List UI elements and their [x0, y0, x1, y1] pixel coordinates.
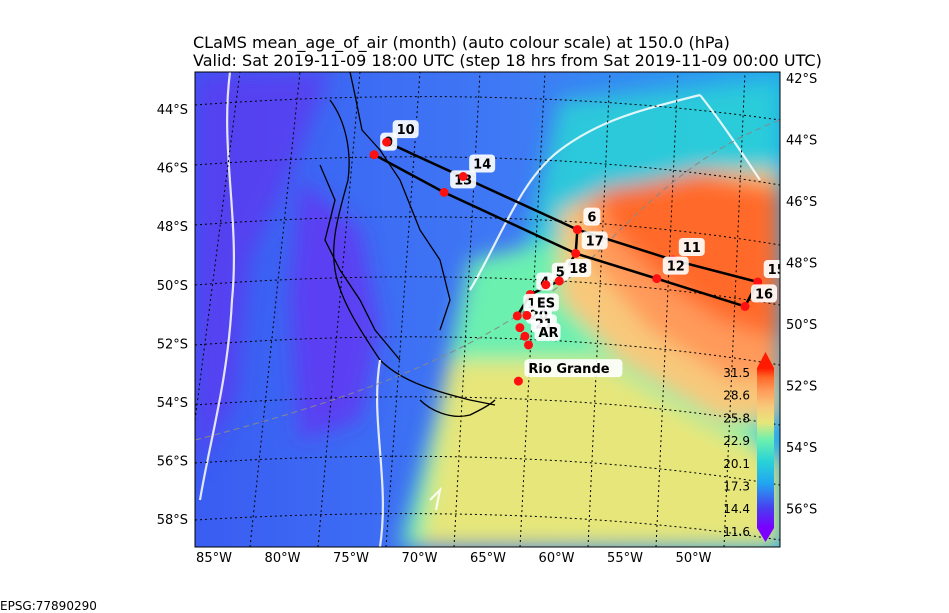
flight-point-marker — [512, 311, 522, 321]
lat-tick-label-right: 52°S — [786, 380, 817, 395]
flight-point-label-box — [678, 237, 705, 256]
lat-tick-label-left: 56°S — [157, 455, 188, 470]
contour-lines — [198, 72, 761, 547]
flight-point-label: 5 — [556, 266, 565, 281]
colorbar-label: 14.4 — [723, 502, 750, 516]
flight-point-label: 6 — [587, 211, 596, 226]
flight-point-marker — [520, 331, 530, 341]
flight-point-label-box — [583, 207, 601, 226]
lat-tick-label-left: 44°S — [157, 103, 188, 118]
flight-point-marker — [572, 225, 582, 235]
flight-point-label-box — [551, 262, 569, 281]
flight-point-marker — [753, 277, 763, 287]
airport-label: ES — [537, 296, 555, 311]
flight-point-marker — [652, 274, 662, 284]
lon-tick-label: 75°W — [333, 551, 369, 566]
chart-title-line-1: CLaMS mean_age_of_air (month) (auto colo… — [193, 33, 730, 52]
lon-tick-label: 85°W — [196, 551, 232, 566]
colorbar-label: 22.9 — [723, 434, 750, 448]
lat-tick-label-right: 42°S — [786, 72, 817, 87]
flight-point-label: 16 — [755, 287, 773, 302]
flight-point-label: 10 — [397, 123, 415, 138]
flight-point-marker — [458, 172, 468, 181]
graticule — [195, 72, 780, 547]
colorbar-bottom-arrow — [757, 528, 774, 542]
colorbar-label: 31.5 — [723, 366, 750, 380]
flight-point-label: 18 — [569, 262, 587, 277]
colorbar-label: 11.6 — [723, 525, 750, 539]
lat-tick-label-left: 58°S — [157, 513, 188, 528]
lon-tick-label: 55°W — [607, 551, 643, 566]
route-segment — [373, 153, 445, 194]
lon-tick-label: 60°W — [539, 551, 575, 566]
flight-point-label-box — [469, 154, 496, 173]
colorbar-labels: 31.5 28.6 25.8 22.9 20.1 17.3 14.4 11.6 — [723, 366, 750, 539]
latitude-ticks-left: 44°S 46°S 48°S 50°S 52°S 54°S 56°S 58°S — [157, 103, 188, 528]
colorbar-label: 28.6 — [723, 389, 750, 403]
route-segment — [386, 140, 578, 231]
airport-label: AR — [539, 326, 559, 341]
lat-tick-label-left: 52°S — [157, 337, 188, 352]
lat-tick-label-right: 50°S — [786, 318, 817, 333]
route-segment — [443, 191, 577, 255]
flight-point-marker — [740, 301, 750, 311]
lat-tick-label-left: 46°S — [157, 162, 188, 177]
longitude-ticks: 85°W 80°W 75°W 70°W 65°W 60°W 55°W 50°W — [196, 551, 712, 566]
flight-point-label-box — [581, 231, 608, 250]
lat-tick-label-right: 56°S — [786, 503, 817, 518]
colorbar: 31.5 28.6 25.8 22.9 20.1 17.3 14.4 11.6 — [723, 352, 774, 542]
lat-tick-label-left: 48°S — [157, 220, 188, 235]
flight-point-label: 12 — [667, 260, 685, 275]
coastline — [319, 72, 496, 417]
lat-tick-label-right: 44°S — [786, 134, 817, 149]
route-segment — [575, 252, 658, 280]
colorbar-label: 25.8 — [723, 411, 750, 425]
lat-tick-label-right: 46°S — [786, 195, 817, 210]
epsg-label: EPSG:77890290 — [0, 599, 97, 613]
lon-tick-label: 50°W — [676, 551, 712, 566]
airport-label-box — [524, 359, 623, 378]
colorbar-bar — [757, 368, 774, 528]
flight-points: 4569101112131415161718192021ESARRio Gran… — [369, 120, 786, 386]
airport-label: Rio Grande — [528, 362, 609, 377]
airport-marker — [522, 310, 532, 320]
latitude-ticks-right: 42°S 44°S 46°S 48°S 50°S 52°S 54°S 56°S — [786, 72, 817, 518]
flight-point-label: 11 — [683, 241, 701, 256]
flight-point-marker — [439, 187, 449, 197]
route-segment — [656, 277, 746, 308]
colorbar-label: 20.1 — [723, 457, 750, 471]
lat-tick-label-right: 54°S — [786, 441, 817, 456]
flight-point-marker — [369, 150, 379, 160]
lat-tick-label-right: 48°S — [786, 257, 817, 272]
airport-label-box — [534, 322, 561, 341]
lon-tick-label: 70°W — [402, 551, 438, 566]
flight-point-label-box — [662, 256, 689, 275]
flight-point-label-box — [763, 260, 780, 278]
plot-frame — [194, 71, 781, 548]
lat-tick-label-left: 54°S — [157, 396, 188, 411]
airport-marker — [513, 376, 523, 386]
airport-marker — [524, 340, 534, 350]
lon-tick-label: 65°W — [470, 551, 506, 566]
airport-label-box — [532, 293, 559, 312]
flight-point-marker — [571, 248, 581, 258]
lat-tick-label-left: 50°S — [157, 279, 188, 294]
flight-point-marker — [515, 323, 525, 333]
colorbar-top-arrow — [757, 352, 774, 368]
flight-point-label: 15 — [768, 263, 786, 278]
flight-point-marker — [554, 276, 564, 286]
flight-point-label-box — [392, 120, 419, 139]
flight-point-label: 17 — [586, 234, 604, 249]
flight-point-label: 14 — [473, 158, 491, 173]
flight-point-label-box — [565, 259, 592, 277]
lon-tick-label: 80°W — [265, 551, 301, 566]
flight-point-marker — [541, 280, 551, 290]
flight-point-label-box — [751, 284, 778, 303]
flight-point-marker — [382, 137, 392, 147]
colorbar-label: 17.3 — [723, 480, 750, 494]
chart-title-line-2: Valid: Sat 2019-11-09 18:00 UTC (step 18… — [193, 51, 822, 70]
